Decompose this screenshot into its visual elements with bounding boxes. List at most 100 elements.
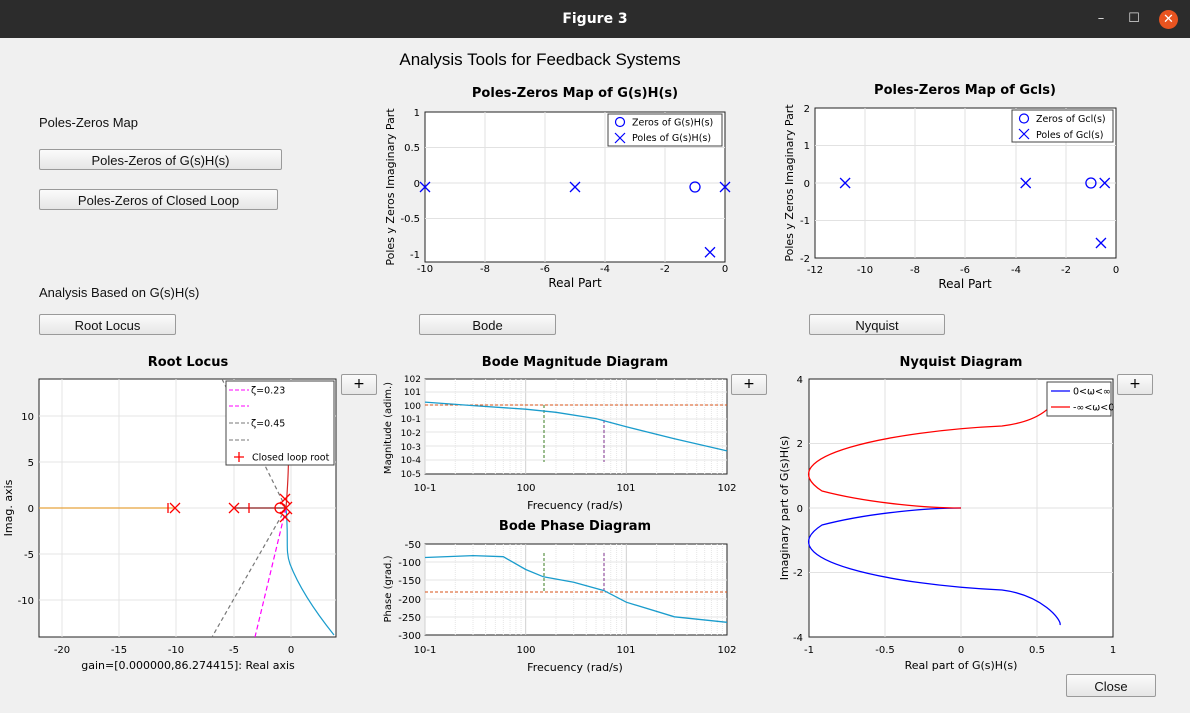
root-locus-button[interactable]: Root Locus <box>39 314 176 335</box>
window-titlebar: Figure 3 – ☐ ✕ <box>0 0 1190 38</box>
analysis-heading: Analysis Based on G(s)H(s) <box>39 285 200 300</box>
nyq-ylabel: Imaginary part of G(s)H(s) <box>778 436 791 581</box>
pz1-legend: Zeros of G(s)H(s) Poles of G(s)H(s) <box>607 113 723 147</box>
rl-xtick: -5 <box>229 645 239 656</box>
rl-ytick: 10 <box>21 412 34 423</box>
maximize-icon[interactable]: ☐ <box>1128 11 1140 26</box>
pz2-gridlines <box>815 108 1116 258</box>
pz1-legend-zeros: Zeros of G(s)H(s) <box>632 118 713 129</box>
rl-root-marker <box>279 493 291 505</box>
bode-button[interactable]: Bode <box>419 314 556 335</box>
pz2-title: Poles-Zeros Map of Gcls) <box>874 83 1056 98</box>
rl-legend-roots: Closed loop root <box>252 453 330 464</box>
bodeph-curve <box>424 554 728 623</box>
nyq-ytick: -4 <box>793 633 803 644</box>
nyquist-button[interactable]: Nyquist <box>809 314 945 335</box>
rl-xlabel: gain=[0.000000,86.274415]: Real axis <box>81 659 295 672</box>
bodeph-ylabel: Phase (grad.) <box>383 555 394 622</box>
pz-closed-loop-button[interactable]: Poles-Zeros of Closed Loop <box>39 189 278 210</box>
pole-marker <box>569 181 581 193</box>
rl-pole-marker <box>228 502 240 514</box>
pz-map-closed-loop-chart: Poles-Zeros Map of Gcls) Real Part Poles… <box>783 83 1119 291</box>
pz2-ylabel: Poles y Zeros Imaginary Part <box>783 104 796 262</box>
rl-xtick: -20 <box>54 645 70 656</box>
pz2-ytick: -2 <box>800 254 810 265</box>
bode-expand-button[interactable]: + <box>731 374 767 395</box>
pz2-xlabel: Real Part <box>938 277 992 291</box>
zero-marker <box>1085 177 1097 189</box>
nyq-ytick: 4 <box>797 375 803 386</box>
bodemag-ytick: 101 <box>404 388 421 398</box>
minimize-icon[interactable]: – <box>1097 11 1105 26</box>
rl-ylabel: Imag. axis <box>2 479 15 536</box>
nyq-legend: 0<ω<∞ -∞<ω<0 <box>1046 381 1114 417</box>
pz1-ytick: 0.5 <box>404 143 420 154</box>
bodemag-ytick: 10-5 <box>401 470 421 480</box>
bodemag-ytick: 10-2 <box>401 429 421 439</box>
legend-zero-symbol <box>1018 113 1030 124</box>
bode-magnitude-chart: Bode Magnitude Diagram Frecuency (rad/s)… <box>383 355 737 512</box>
legend-pole-symbol <box>1018 128 1030 140</box>
rl-legend-zeta2: ζ=0.45 <box>251 419 285 430</box>
main-title: Analysis Tools for Feedback Systems <box>399 50 681 69</box>
nyq-negative-freq-curve <box>807 394 1058 509</box>
bodeph-xtick: 101 <box>616 645 635 656</box>
pz1-title: Poles-Zeros Map of G(s)H(s) <box>472 86 678 101</box>
nyquist-expand-button[interactable]: + <box>1117 374 1153 395</box>
window-title: Figure 3 <box>562 11 628 27</box>
pole-marker <box>704 246 716 258</box>
root-locus-expand-button[interactable]: + <box>341 374 377 395</box>
pz1-xtick: -2 <box>660 264 670 275</box>
pz2-ytick: 0 <box>804 179 810 190</box>
bodemag-title: Bode Magnitude Diagram <box>482 355 668 370</box>
nyq-ytick: 0 <box>797 504 803 515</box>
pz1-xtick: -4 <box>600 264 610 275</box>
nyq-ytick: 2 <box>797 439 803 450</box>
rl-ytick: -10 <box>18 596 34 607</box>
rl-ytick: 5 <box>28 458 34 469</box>
pz2-ytick: -1 <box>800 216 810 227</box>
pz2-xtick: -4 <box>1011 265 1021 276</box>
rl-branch-lower <box>285 507 335 636</box>
nyq-ytick: -2 <box>793 568 803 579</box>
pz1-xtick: -10 <box>417 264 433 275</box>
pz2-marks <box>839 177 1111 249</box>
rl-legend: ζ=0.23 ζ=0.45 Closed loop root <box>225 380 335 466</box>
nyq-legend-negative: -∞<ω<0 <box>1073 403 1114 414</box>
nyq-xtick: 0.5 <box>1029 645 1045 656</box>
pz2-xtick: -10 <box>857 265 873 276</box>
bodeph-ytick: -150 <box>398 576 421 587</box>
pz2-legend-poles: Poles of Gcl(s) <box>1036 130 1103 141</box>
bodemag-ytick: 10-1 <box>401 415 421 425</box>
bodemag-ylabel: Magnitude (adim.) <box>383 382 394 474</box>
bodeph-xtick: 10-1 <box>414 645 437 656</box>
pz2-legend-zeros: Zeros of Gcl(s) <box>1036 114 1106 125</box>
rl-markers <box>167 493 293 523</box>
rl-xtick: 0 <box>288 645 294 656</box>
bodemag-xtick: 10-1 <box>414 483 437 494</box>
pz2-xtick: 0 <box>1113 265 1119 276</box>
rl-root-marker <box>279 511 291 523</box>
close-window-icon[interactable]: ✕ <box>1159 10 1178 29</box>
pz2-ytick: 1 <box>804 141 810 152</box>
rl-ytick: -5 <box>24 550 34 561</box>
nyquist-chart: Nyquist Diagram Real part of G(s)H(s) Im… <box>778 355 1116 672</box>
bodemag-ytick: 10-3 <box>401 443 421 453</box>
pz1-gridlines <box>425 112 725 262</box>
rl-pole-marker <box>169 502 181 514</box>
bodemag-xlabel: Frecuency (rad/s) <box>527 499 623 512</box>
nyq-xtick: 1 <box>1110 645 1116 656</box>
rl-zero-marker <box>274 502 286 514</box>
pz-open-loop-button[interactable]: Poles-Zeros of G(s)H(s) <box>39 149 282 170</box>
pz1-ytick: -1 <box>410 250 420 261</box>
bode-phase-chart: Bode Phase Diagram Frecuency (rad/s) Pha… <box>383 519 737 674</box>
pz2-legend: Zeros of Gcl(s) Poles of Gcl(s) <box>1011 109 1114 143</box>
pz2-xtick: -2 <box>1061 265 1071 276</box>
nyq-xtick: -0.5 <box>875 645 895 656</box>
nyq-positive-freq-curve <box>807 507 1061 626</box>
close-button[interactable]: Close <box>1066 674 1156 697</box>
legend-zero-symbol <box>614 116 626 128</box>
pz1-xtick: -6 <box>540 264 550 275</box>
rl-zeta-045-line <box>211 507 287 638</box>
bodeph-ytick: -200 <box>398 595 421 606</box>
